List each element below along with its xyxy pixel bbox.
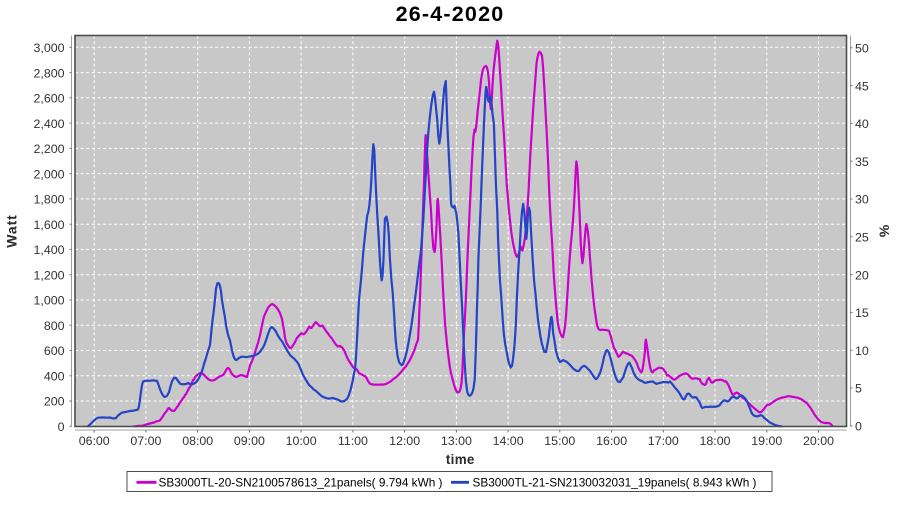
svg-text:200: 200 xyxy=(44,395,65,409)
svg-text:%: % xyxy=(877,225,893,238)
svg-text:1,400: 1,400 xyxy=(33,243,64,257)
svg-text:08:00: 08:00 xyxy=(182,434,213,448)
svg-text:2,000: 2,000 xyxy=(33,167,64,181)
svg-text:40: 40 xyxy=(855,117,869,131)
svg-text:2,400: 2,400 xyxy=(33,117,64,131)
svg-text:19:00: 19:00 xyxy=(751,434,782,448)
svg-text:18:00: 18:00 xyxy=(699,434,730,448)
svg-text:800: 800 xyxy=(44,319,65,333)
svg-text:20: 20 xyxy=(855,268,869,282)
svg-text:SB3000TL-21-SN2130032031_19pan: SB3000TL-21-SN2130032031_19panels( 8.943… xyxy=(473,475,757,489)
svg-text:SB3000TL-20-SN2100578613_21pan: SB3000TL-20-SN2100578613_21panels( 9.794… xyxy=(159,475,443,489)
svg-text:400: 400 xyxy=(44,370,65,384)
svg-text:0: 0 xyxy=(855,420,862,434)
svg-text:16:00: 16:00 xyxy=(596,434,627,448)
svg-text:600: 600 xyxy=(44,344,65,358)
svg-text:06:00: 06:00 xyxy=(79,434,110,448)
svg-text:2,800: 2,800 xyxy=(33,66,64,80)
svg-text:1,000: 1,000 xyxy=(33,294,64,308)
svg-text:45: 45 xyxy=(855,79,869,93)
svg-text:15: 15 xyxy=(855,306,869,320)
svg-text:07:00: 07:00 xyxy=(130,434,161,448)
svg-text:2,200: 2,200 xyxy=(33,142,64,156)
svg-text:09:00: 09:00 xyxy=(234,434,265,448)
svg-text:14:00: 14:00 xyxy=(493,434,524,448)
svg-text:10: 10 xyxy=(855,344,869,358)
svg-text:5: 5 xyxy=(855,382,862,396)
svg-text:26-4-2020: 26-4-2020 xyxy=(396,2,505,26)
svg-text:11:00: 11:00 xyxy=(338,434,368,448)
svg-text:12:00: 12:00 xyxy=(389,434,420,448)
svg-text:1,800: 1,800 xyxy=(33,193,64,207)
svg-text:2,600: 2,600 xyxy=(33,92,64,106)
svg-text:30: 30 xyxy=(855,193,869,207)
svg-text:13:00: 13:00 xyxy=(441,434,472,448)
svg-text:50: 50 xyxy=(855,42,869,56)
svg-text:0: 0 xyxy=(58,420,65,434)
svg-text:20:00: 20:00 xyxy=(803,434,834,448)
svg-text:25: 25 xyxy=(855,231,869,245)
svg-text:35: 35 xyxy=(855,155,869,169)
svg-text:17:00: 17:00 xyxy=(648,434,679,448)
svg-text:10:00: 10:00 xyxy=(286,434,317,448)
svg-text:Watt: Watt xyxy=(4,214,20,247)
svg-text:3,000: 3,000 xyxy=(33,41,64,55)
svg-text:1,600: 1,600 xyxy=(33,218,64,232)
svg-text:1,200: 1,200 xyxy=(33,268,64,282)
svg-text:time: time xyxy=(446,452,475,467)
svg-text:15:00: 15:00 xyxy=(544,434,575,448)
